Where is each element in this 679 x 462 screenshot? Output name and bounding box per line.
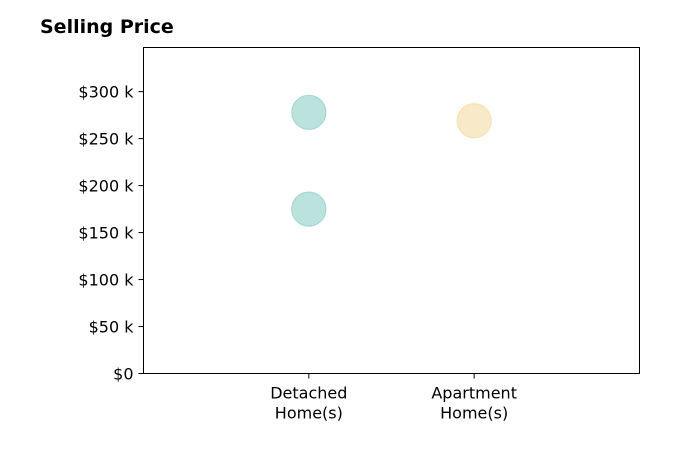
x-tick-label-line: Apartment [431,384,517,403]
plot-frame [143,47,640,374]
points-layer [291,94,492,227]
y-tick-label: $150 k [78,224,134,243]
y-tick-label: $50 k [89,318,135,337]
y-tick-label: $100 k [78,271,134,290]
x-tick-label-line: Home(s) [440,404,508,423]
chart-title: Selling Price [40,16,174,38]
x-axis: Detached Home(s)Apartment Home(s) [270,373,517,423]
x-tick-label: Apartment Home(s) [431,384,517,423]
x-tick-label: Detached Home(s) [270,384,347,423]
y-tick-label: $300 k [78,83,134,102]
y-tick-label: $200 k [78,177,134,196]
y-tick-label: $0 [113,365,133,384]
x-tick-label-line: Home(s) [275,404,343,423]
x-tick-label-line: Detached [270,384,347,403]
data-point [291,191,327,227]
data-point [456,103,492,139]
y-tick-label: $250 k [78,130,134,149]
data-point [291,94,327,130]
y-axis: $0 $50 k $100 k $150 k $200 k $250 k $300 k [78,83,144,384]
